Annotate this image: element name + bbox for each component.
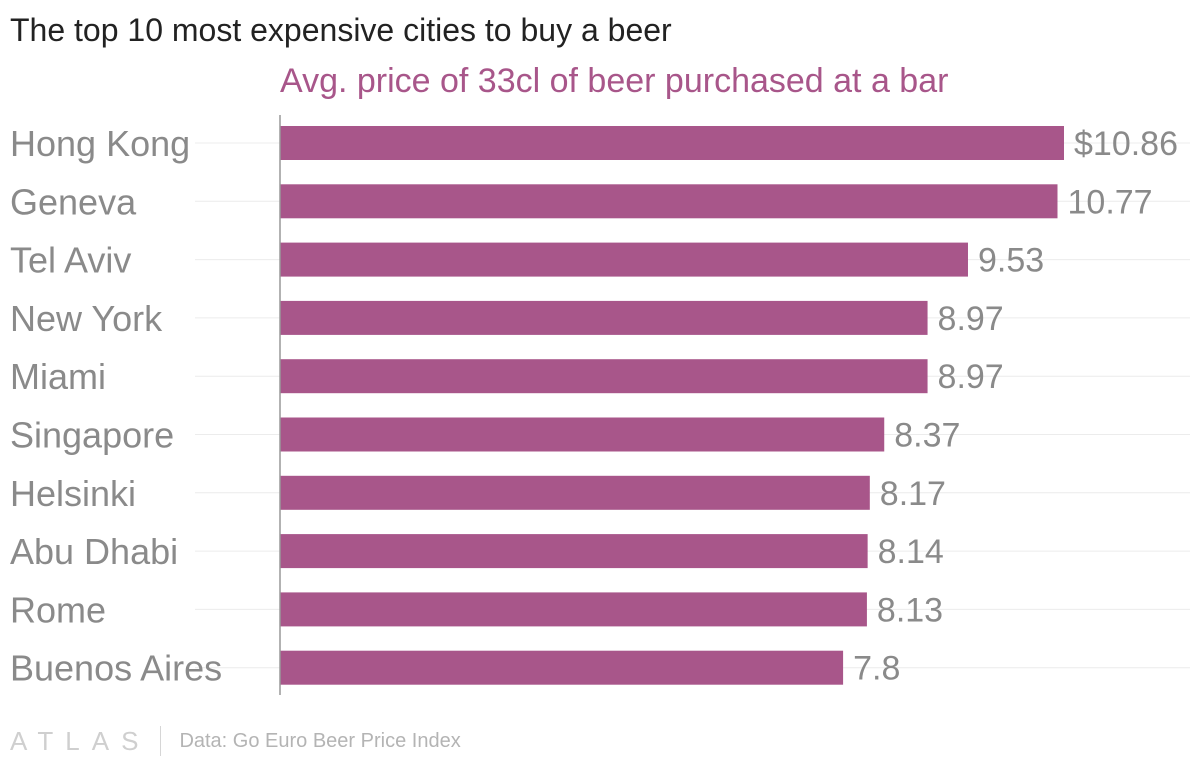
value-label: 8.14 [878,533,944,571]
bar [280,650,844,685]
footer-divider [160,726,162,756]
value-label: 8.97 [938,300,1004,338]
bar [280,300,928,335]
bar [280,475,870,510]
bar [280,242,968,277]
category-label: Hong Kong [10,123,190,164]
value-label: 7.8 [853,650,900,688]
value-label: 8.37 [894,417,960,455]
bar [280,359,928,394]
bar [280,534,868,569]
footer: ATLAS Data: Go Euro Beer Price Index [10,724,461,758]
category-label: Singapore [10,415,174,456]
category-label: Geneva [10,181,137,222]
value-label: 8.13 [877,591,943,629]
category-label: Abu Dhabi [10,531,178,572]
category-label: New York [10,298,163,339]
bar [280,126,1064,160]
bar [280,184,1058,219]
value-label: 9.53 [978,242,1044,280]
atlas-logo[interactable]: ATLAS [10,725,151,756]
source-note: Data: Go Euro Beer Price Index [179,729,461,752]
value-label: 8.17 [880,475,946,513]
category-label: Tel Aviv [10,240,131,281]
value-label: 10.77 [1068,183,1153,221]
category-label: Rome [10,589,106,630]
category-label: Buenos Aires [10,648,222,689]
value-label: $10.86 [1074,125,1178,163]
bar [280,592,867,627]
category-label: Helsinki [10,473,136,514]
value-label: 8.97 [938,358,1004,396]
category-label: Miami [10,356,106,397]
chart-subtitle: Avg. price of 33cl of beer purchased at … [280,62,949,100]
chart-title: The top 10 most expensive cities to buy … [10,12,672,48]
bar [280,417,885,452]
